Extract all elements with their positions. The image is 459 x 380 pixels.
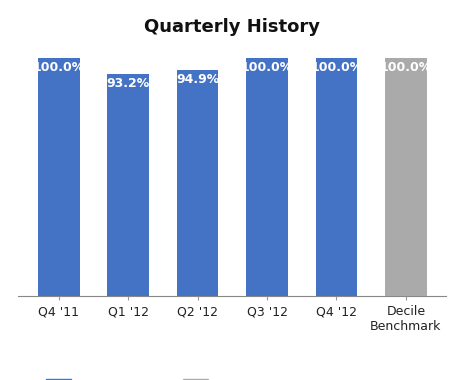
Title: Quarterly History: Quarterly History xyxy=(144,18,319,36)
Legend: NorthShore, National Average: NorthShore, National Average xyxy=(40,374,355,380)
Bar xyxy=(38,57,79,296)
Text: 100.0%: 100.0% xyxy=(33,61,84,74)
Bar xyxy=(384,57,426,296)
Text: 100.0%: 100.0% xyxy=(241,61,292,74)
Text: 100.0%: 100.0% xyxy=(310,61,362,74)
Text: 93.2%: 93.2% xyxy=(106,78,150,90)
Bar xyxy=(315,57,357,296)
Text: 94.9%: 94.9% xyxy=(176,73,219,86)
Bar xyxy=(107,74,149,296)
Bar xyxy=(176,70,218,296)
Bar xyxy=(246,57,287,296)
Text: 100.0%: 100.0% xyxy=(379,61,431,74)
